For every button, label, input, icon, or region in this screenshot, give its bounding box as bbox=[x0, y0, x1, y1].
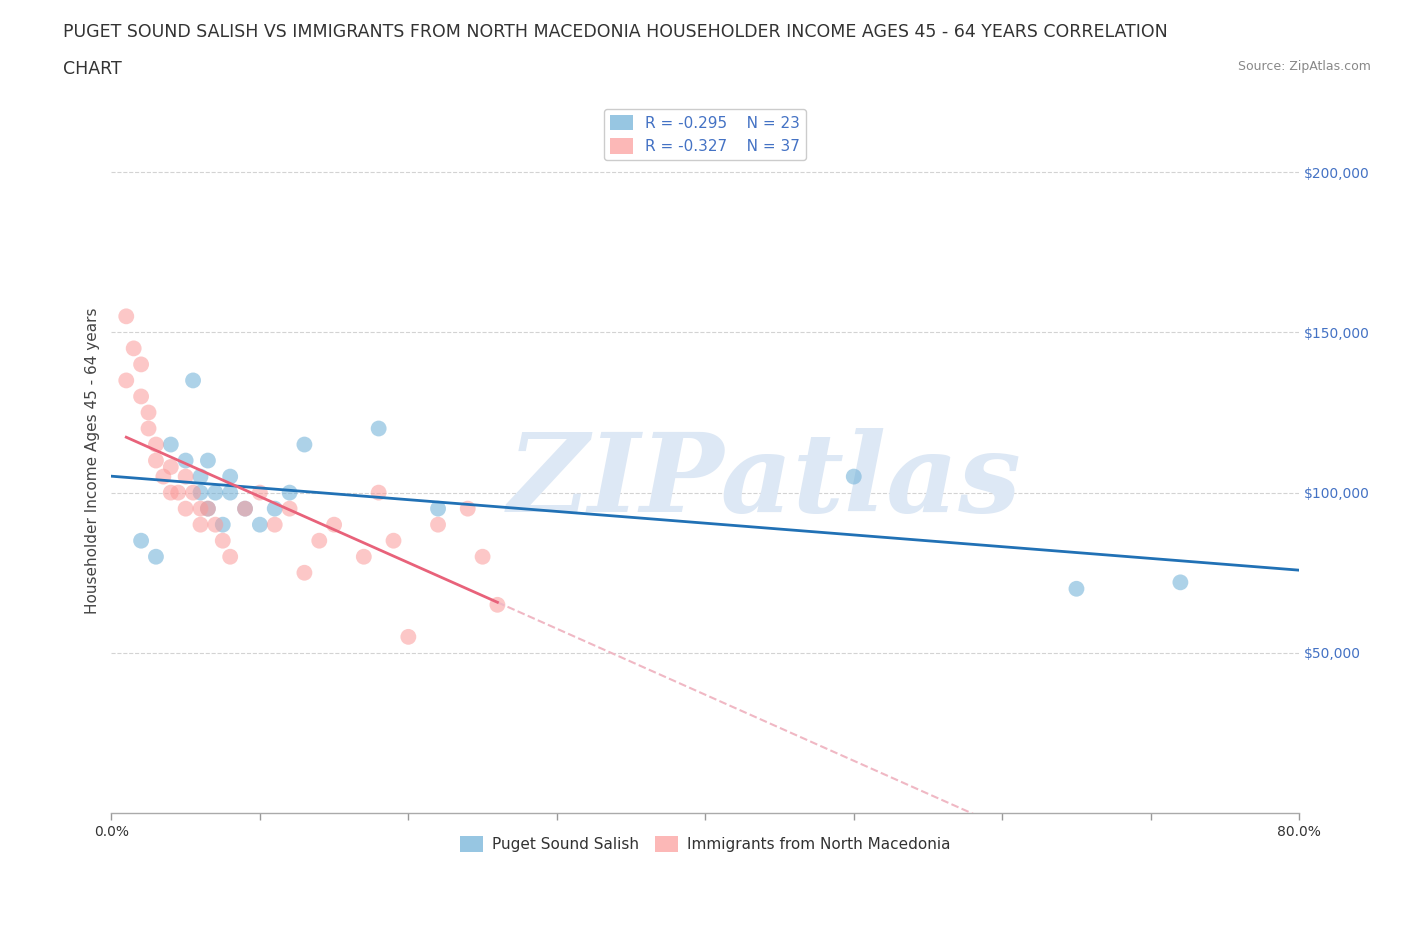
Point bbox=[197, 453, 219, 468]
Point bbox=[211, 533, 233, 548]
Point bbox=[486, 597, 509, 612]
Point bbox=[842, 469, 865, 484]
Text: PUGET SOUND SALISH VS IMMIGRANTS FROM NORTH MACEDONIA HOUSEHOLDER INCOME AGES 45: PUGET SOUND SALISH VS IMMIGRANTS FROM NO… bbox=[63, 23, 1168, 41]
Point bbox=[427, 517, 450, 532]
Point bbox=[145, 453, 167, 468]
Point bbox=[159, 437, 181, 452]
Point bbox=[294, 437, 316, 452]
Point bbox=[219, 485, 242, 500]
Point bbox=[174, 501, 197, 516]
Point bbox=[190, 469, 212, 484]
Point bbox=[129, 389, 152, 404]
Point bbox=[145, 437, 167, 452]
Point bbox=[159, 459, 181, 474]
Point bbox=[353, 550, 375, 565]
Point bbox=[159, 485, 181, 500]
Point bbox=[233, 501, 256, 516]
Point bbox=[181, 485, 204, 500]
Point bbox=[115, 373, 138, 388]
Point bbox=[197, 501, 219, 516]
Text: Source: ZipAtlas.com: Source: ZipAtlas.com bbox=[1237, 60, 1371, 73]
Point bbox=[278, 485, 301, 500]
Point bbox=[129, 357, 152, 372]
Point bbox=[204, 517, 226, 532]
Point bbox=[367, 421, 389, 436]
Point bbox=[115, 309, 138, 324]
Point bbox=[138, 405, 160, 420]
Point bbox=[263, 517, 285, 532]
Legend: Puget Sound Salish, Immigrants from North Macedonia: Puget Sound Salish, Immigrants from Nort… bbox=[454, 830, 956, 858]
Point bbox=[167, 485, 190, 500]
Point bbox=[145, 550, 167, 565]
Point bbox=[174, 453, 197, 468]
Point bbox=[457, 501, 479, 516]
Point bbox=[211, 517, 233, 532]
Point bbox=[174, 469, 197, 484]
Point bbox=[263, 501, 285, 516]
Point bbox=[382, 533, 405, 548]
Point bbox=[294, 565, 316, 580]
Point bbox=[367, 485, 389, 500]
Point bbox=[181, 373, 204, 388]
Point bbox=[1066, 581, 1088, 596]
Point bbox=[122, 341, 145, 356]
Point bbox=[219, 469, 242, 484]
Point bbox=[129, 533, 152, 548]
Point bbox=[278, 501, 301, 516]
Point bbox=[190, 501, 212, 516]
Point bbox=[219, 550, 242, 565]
Point bbox=[233, 501, 256, 516]
Point bbox=[190, 517, 212, 532]
Point bbox=[249, 517, 271, 532]
Text: ZIPatlas: ZIPatlas bbox=[508, 428, 1022, 536]
Point bbox=[427, 501, 450, 516]
Point bbox=[249, 485, 271, 500]
Text: CHART: CHART bbox=[63, 60, 122, 78]
Point bbox=[152, 469, 174, 484]
Point bbox=[1170, 575, 1192, 590]
Point bbox=[323, 517, 346, 532]
Point bbox=[396, 630, 419, 644]
Point bbox=[204, 485, 226, 500]
Point bbox=[471, 550, 494, 565]
Point bbox=[308, 533, 330, 548]
Point bbox=[190, 485, 212, 500]
Point bbox=[197, 501, 219, 516]
Point bbox=[138, 421, 160, 436]
Y-axis label: Householder Income Ages 45 - 64 years: Householder Income Ages 45 - 64 years bbox=[86, 307, 100, 614]
